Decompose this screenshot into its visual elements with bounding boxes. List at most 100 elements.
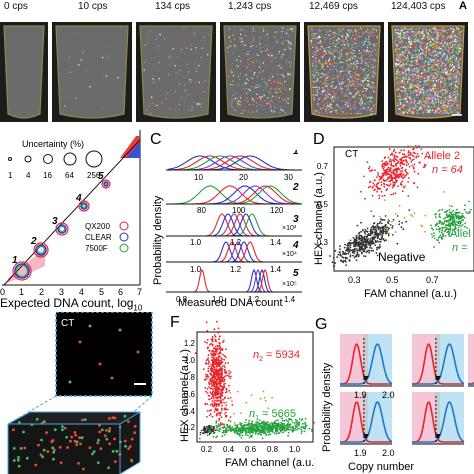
corner-letter: A [459, 0, 467, 12]
panel-c-chart: Probability density 10 20 30 80 100 120 … [152, 150, 302, 304]
cps-label-5: 124,403 cps [391, 1, 446, 12]
g-tick-19-bottom: 1.9 [354, 448, 367, 458]
c-row-number-4: 4 [292, 240, 299, 251]
cps-label-1: 10 cps [78, 1, 108, 12]
legend-size-4: 4 [26, 171, 31, 180]
f-y-tick-0: 0.2 [184, 423, 196, 432]
legend-qx200: QX200 [85, 222, 110, 231]
legend-qx200-marker [119, 221, 129, 231]
c-r1-tick-0: 10 [194, 173, 203, 182]
panel-e-tag: CT [61, 318, 74, 329]
legend-clear: CLEAR [85, 233, 112, 242]
tube-image-4 [304, 22, 384, 122]
c-row-number-5: 5 [293, 268, 299, 279]
x-tick-3: 3 [59, 287, 64, 297]
panel-c-letter: C [150, 131, 162, 148]
c-r5-tick-2: 1.2 [248, 295, 260, 304]
point-label-3: 3 [52, 216, 58, 227]
panel-f-ylabel: HEX channel (a.u.) [179, 349, 191, 442]
tube-image-5 [388, 22, 468, 122]
f-y-tick-5: 1.2 [184, 339, 196, 348]
g-tick-19-top: 1.9 [354, 390, 367, 400]
tube-image-3 [220, 22, 300, 122]
panel-b-xlabel-sub: 10 [133, 303, 143, 313]
c-r4-tick-2: 1.4 [270, 265, 282, 274]
c-r5-tick-1: 1.0 [212, 295, 224, 304]
panel-f-letter: F [170, 314, 180, 331]
c-r5-tick-0: 0.8 [176, 295, 188, 304]
uncertainty-legend-circles [8, 150, 103, 168]
c-multiplier-5: ×10⁵ [282, 281, 297, 288]
tube-image-2 [136, 22, 216, 122]
allele2-count: n = 64 [432, 164, 463, 176]
panel-c-ylabel: Probability density [152, 195, 164, 285]
x-tick-5: 5 [99, 287, 104, 297]
c-r1-tick-1: 20 [239, 173, 248, 182]
panel-d-letter: D [313, 131, 325, 148]
f-x-tick-0: 0.2 [201, 445, 213, 454]
panel-f-chart: HEX channel (a.u.) 0.2 0.4 0.6 0.8 1.0 1… [179, 320, 315, 469]
x-tick-7: 7 [137, 287, 142, 297]
allele1-count: n = [452, 242, 468, 254]
panel-g-ylabel: Probability density [321, 362, 333, 452]
c-row-number-3: 3 [293, 214, 299, 225]
panel-d-xlabel: FAM channel (a.u.) [364, 288, 457, 300]
uncertainty-legend-title: Uncertainty (%) [22, 139, 84, 149]
d-y-tick-2: 0.7 [317, 162, 329, 171]
d-x-tick-1: 0.5 [386, 275, 399, 285]
panel-d-chart: HEX channel (a.u.) 0.3 0.5 0.7 0.3 0.5 0… [313, 145, 474, 300]
x-tick-1: 1 [19, 287, 24, 297]
c-r1-tick-2: 30 [284, 173, 293, 182]
g-tick-20-top: 2.0 [382, 390, 395, 400]
c-r2-tick-1: 100 [232, 206, 246, 215]
allele2-label: Allele 2 [424, 150, 460, 162]
c-row-number-1: 1 [293, 150, 299, 157]
tube-image-0 [0, 22, 48, 122]
panel-d-points [329, 145, 472, 268]
c-r2-tick-0: 80 [197, 206, 206, 215]
legend-size-1: 1 [8, 171, 13, 180]
allele1-label: Allel [450, 228, 471, 240]
g-tick-20-bottom: 2.0 [382, 448, 395, 458]
panel-b-points [12, 179, 111, 281]
volume-cube [8, 424, 120, 474]
panel-b-xlabel-text: Expected DNA count, log [0, 296, 134, 310]
legend-size-256: 256 [87, 171, 101, 180]
c-row-number-2: 2 [292, 182, 299, 193]
panel-g-letter: G [315, 316, 328, 333]
f-y-tick-2: 0.6 [184, 390, 196, 399]
f-y-tick-1: 0.4 [184, 407, 196, 416]
f-y-tick-3: 0.8 [184, 373, 196, 382]
x-tick-2: 2 [39, 287, 44, 297]
cps-label-4: 12,469 cps [309, 1, 358, 12]
panel-b-xlabel: Expected DNA count, log10 [0, 296, 142, 312]
x-tick-6: 6 [118, 287, 123, 297]
legend-7500f: 7500F [85, 244, 108, 253]
panel-g-chart: Probability density 1.9 2.0 1.9 2.0 Copy… [321, 334, 474, 473]
legend-7500f-marker [119, 243, 129, 253]
f-x-tick-4: 1.0 [289, 445, 301, 454]
panel-f-frame [196, 331, 314, 443]
f-y-tick-4: 1.0 [184, 356, 196, 365]
panel-d-ylabel: HEX channel (a.u.) [313, 172, 325, 265]
c-multiplier-3: ×10³ [282, 225, 297, 232]
f-x-tick-3: 0.8 [267, 445, 279, 454]
point-label-4: 4 [75, 193, 82, 204]
panel-d-tag: CT [345, 149, 358, 160]
c-r4-tick-0: 1.0 [190, 265, 202, 274]
n2-label: n2 = 5934 [253, 349, 300, 363]
tube-image-1 [52, 22, 132, 122]
panel-g-cells [340, 334, 474, 445]
c-r3-tick-0: 1.0 [190, 238, 202, 247]
point-label-1: 1 [12, 255, 18, 266]
panel-g-xlabel: Copy number [348, 461, 414, 473]
d-x-tick-0: 0.3 [348, 275, 361, 285]
cps-label-3: 1,243 cps [228, 1, 272, 12]
d-x-tick-2: 0.7 [426, 275, 439, 285]
panel-d-frame [333, 146, 474, 272]
c-r4-tick-1: 1.2 [230, 265, 242, 274]
legend-size-16: 16 [43, 171, 52, 180]
n1-label: n1 = 5665 [249, 408, 296, 422]
identity-line [3, 139, 141, 286]
c-r5-tick-3: 1.4 [284, 295, 296, 304]
